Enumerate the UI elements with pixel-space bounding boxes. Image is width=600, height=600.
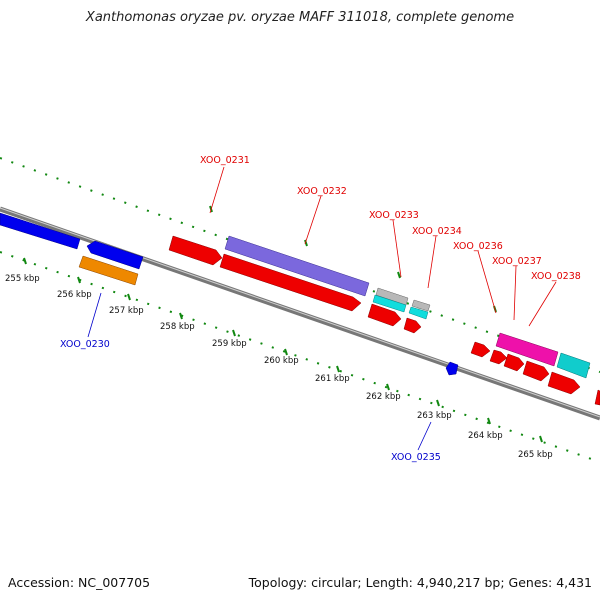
tick-label-263: 263 kbp (417, 411, 452, 421)
gene-labels: XOO_0230 XOO_0231 XOO_0232 XOO_0233 XOO_… (60, 155, 581, 463)
scale-tick-labels: 255 kbp 256 kbp 257 kbp 258 kbp 259 kbp … (5, 274, 553, 460)
gene-label-xoo-0236[interactable]: XOO_0236 (453, 241, 503, 252)
cds-xoo-0238[interactable] (556, 352, 591, 379)
accession-label: Accession: NC_007705 (8, 575, 151, 590)
cds-red-0236a[interactable] (470, 341, 491, 358)
tick-label-257: 257 kbp (109, 306, 144, 316)
genome-stats-label: Topology: circular; Length: 4,940,217 bp… (248, 575, 592, 590)
cds-xoo-0231[interactable] (168, 235, 223, 266)
cds-red-0233b[interactable] (367, 303, 402, 327)
label-leaders (87, 166, 557, 451)
cds-red-long[interactable] (219, 253, 362, 312)
cds-red-0234b[interactable] (403, 317, 422, 334)
tick-label-264: 264 kbp (468, 431, 503, 441)
tick-label-260: 260 kbp (264, 356, 299, 366)
cds-red-0237b[interactable] (522, 360, 550, 382)
inner-dotted-ruler (0, 251, 600, 463)
map-title: Xanthomonas oryzae pv. oryzae MAFF 31101… (85, 10, 515, 25)
tick-label-261: 261 kbp (315, 374, 350, 384)
cds-xoo-0230-blue[interactable] (86, 240, 144, 270)
cds-xoo-0236-0237[interactable] (495, 332, 559, 367)
cds-xoo-0233-cyan[interactable] (372, 294, 407, 313)
genome-backbone-highlight (0, 207, 600, 418)
leader-xoo-0237 (513, 265, 517, 321)
gene-label-xoo-0230[interactable]: XOO_0230 (60, 339, 110, 350)
leader-xoo-0231 (209, 166, 225, 214)
cds-xoo-0234-grey[interactable] (411, 299, 431, 312)
leader-xoo-0236 (477, 250, 497, 314)
tick-label-255: 255 kbp (5, 274, 40, 284)
tick-label-259: 259 kbp (212, 339, 247, 349)
cds-xoo-0232[interactable] (224, 235, 370, 297)
gene-label-xoo-0234[interactable]: XOO_0234 (412, 226, 462, 237)
genome-backbone (0, 206, 600, 421)
gene-label-xoo-0233[interactable]: XOO_0233 (369, 210, 419, 221)
cds-xoo-0234-cyan[interactable] (408, 306, 429, 320)
gene-label-xoo-0237[interactable]: XOO_0237 (492, 256, 542, 267)
cds-blue-outer-left[interactable] (0, 212, 81, 250)
cds-red-edge[interactable] (594, 389, 600, 406)
leader-xoo-0230 (87, 292, 102, 338)
cds-xoo-0235-blue[interactable] (445, 361, 459, 376)
leader-xoo-0238 (528, 281, 557, 327)
tick-label-258: 258 kbp (160, 322, 195, 332)
cds-orange[interactable] (78, 255, 139, 286)
gene-label-xoo-0231[interactable]: XOO_0231 (200, 155, 250, 166)
leader-xoo-0235 (417, 421, 432, 451)
tick-label-262: 262 kbp (366, 392, 401, 402)
tick-label-265: 265 kbp (518, 450, 553, 460)
cds-red-0237a[interactable] (503, 353, 525, 372)
leader-xoo-0232 (304, 195, 322, 245)
cds-red-0236b[interactable] (489, 349, 508, 365)
tick-label-256: 256 kbp (57, 290, 92, 300)
inner-major-ticks (23, 257, 543, 443)
cds-red-0238[interactable] (547, 371, 581, 395)
leader-xoo-0234 (427, 235, 437, 289)
leader-xoo-0233 (392, 219, 402, 278)
gene-label-xoo-0232[interactable]: XOO_0232 (297, 186, 347, 197)
gene-label-xoo-0238[interactable]: XOO_0238 (531, 271, 581, 282)
gene-label-xoo-0235[interactable]: XOO_0235 (391, 452, 441, 463)
